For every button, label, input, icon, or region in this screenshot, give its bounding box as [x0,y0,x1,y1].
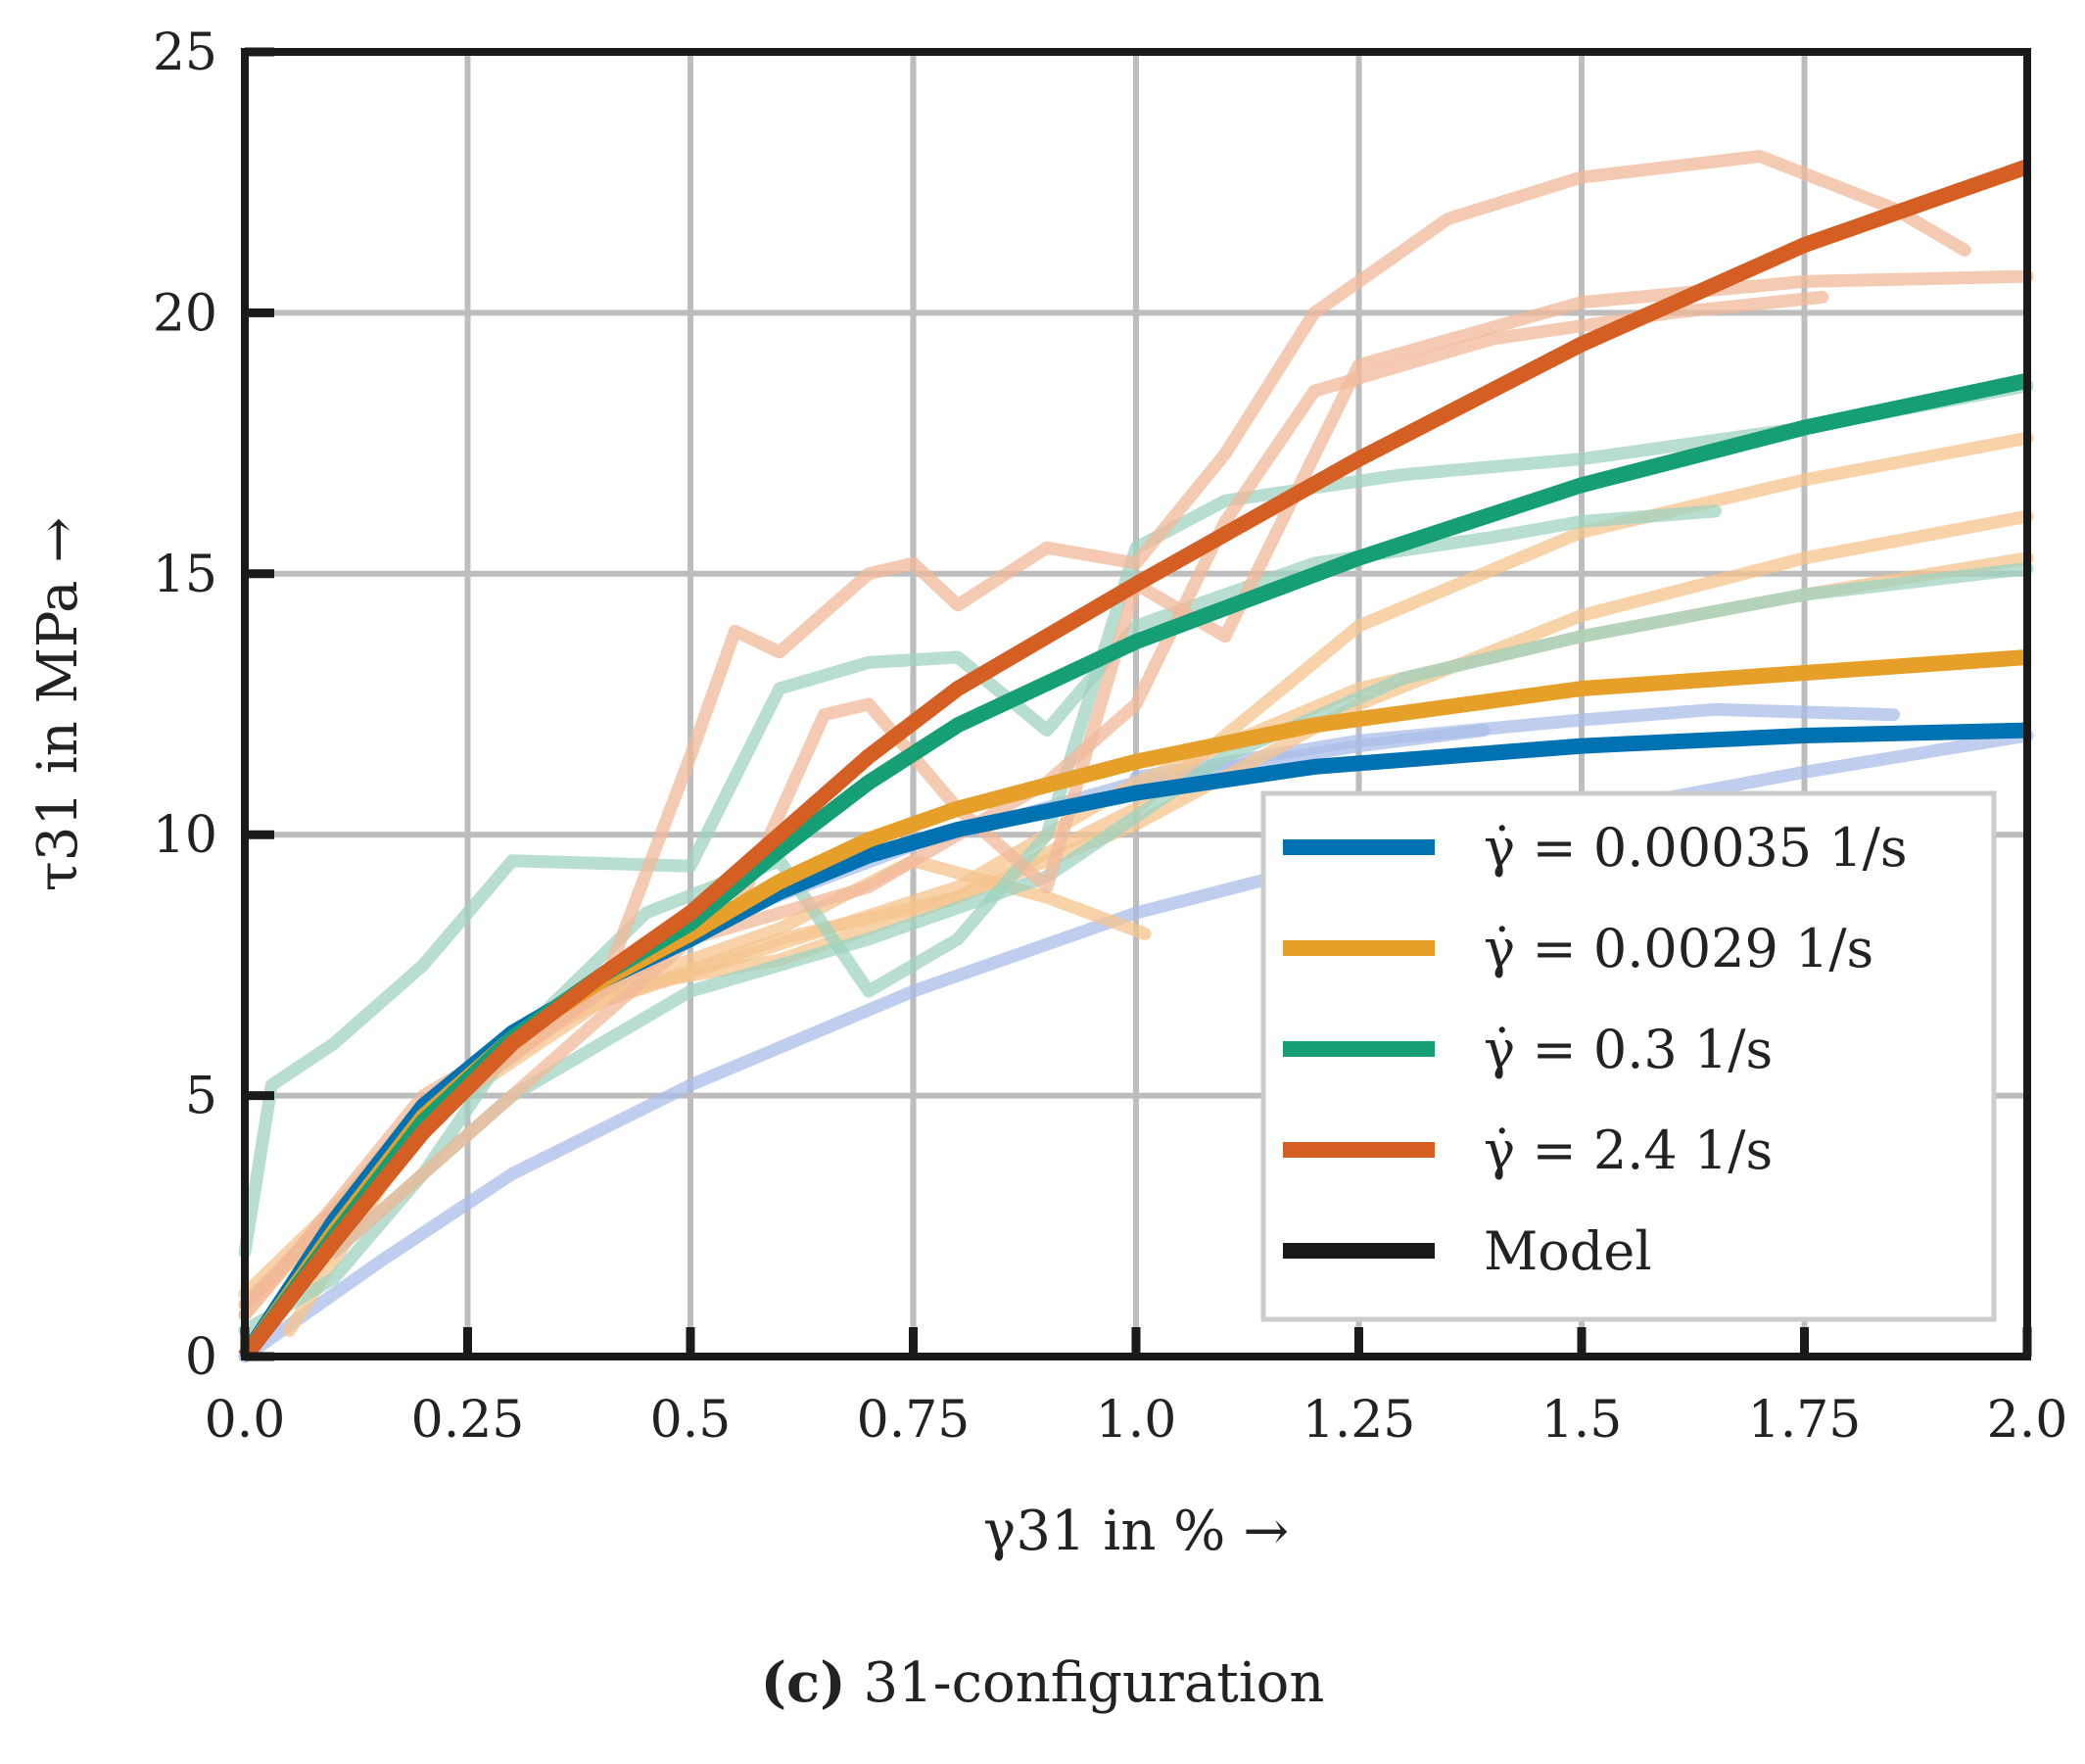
experiment-line-2 [1129,702,1900,785]
y-tick-label-1: 5 [185,1068,217,1126]
x-tick-label-0: 0.0 [205,1391,286,1450]
x-tick-label-5: 1.25 [1303,1391,1416,1450]
y-tick-label-0: 0 [185,1328,217,1387]
caption-text: 31-configuration [863,1651,1325,1715]
x-tick-label-3: 0.75 [857,1391,971,1450]
legend: γ̇ = 0.00035 1/s γ̇ = 0.0029 1/s γ̇ = 0.3 … [1260,790,1997,1322]
x-tick-label-8: 2.0 [1987,1391,2068,1450]
legend-label-3: γ̇ = 2.4 1/s [1484,1120,1773,1181]
legend-label-2: γ̇ = 0.3 1/s [1484,1019,1773,1080]
figure-caption: (c) 31-configuration [0,1650,2085,1715]
model-line-3 [238,159,2030,1361]
axis-ticks: 0.0 0.25 0.5 0.75 1.0 1.25 1.5 1.75 2.0 0 5 10 15 20 2… [153,24,2068,1450]
experiment-line-8 [238,379,2034,1337]
experiment-line-9 [327,562,2034,1259]
model-lines [238,159,2030,1361]
y-tick-label-2: 10 [153,806,217,865]
x-tick-label-7: 1.75 [1748,1391,1862,1450]
y-tick-label-4: 20 [153,284,217,343]
x-axis-label: γ31 in % → [983,1500,1289,1563]
x-tick-label-1: 0.25 [411,1391,525,1450]
y-axis-label: τ31 in MPa → [26,517,90,891]
x-tick-label-2: 0.5 [650,1391,732,1450]
y-tick-label-5: 25 [153,24,217,82]
experiment-line-7 [238,504,1722,1259]
legend-label-4: Model [1484,1220,1652,1282]
caption-label: (c) [760,1650,846,1715]
y-tick-label-3: 15 [153,546,217,604]
x-tick-label-4: 1.0 [1096,1391,1177,1450]
legend-label-1: γ̇ = 0.0029 1/s [1484,918,1873,979]
x-tick-label-6: 1.5 [1541,1391,1623,1450]
experiment-line-12 [327,290,1829,1259]
experiment-line-10 [238,150,1971,1311]
legend-label-0: γ̇ = 0.00035 1/s [1484,817,1908,879]
